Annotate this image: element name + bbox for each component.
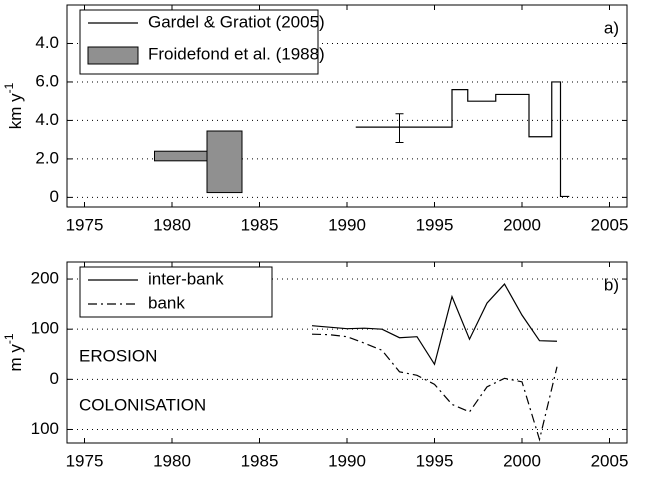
y-axis-title: m y-1	[2, 333, 25, 371]
legend-swatch	[87, 46, 139, 65]
x-tick-label: 2000	[503, 215, 541, 234]
region-label: COLONISATION	[79, 395, 206, 414]
region-label: EROSION	[79, 346, 157, 365]
x-tick-label: 1985	[241, 451, 279, 470]
y-axis-title-sup: -1	[2, 333, 16, 344]
axes-frame	[66, 261, 628, 444]
x-tick-label: 1990	[328, 451, 366, 470]
y-tick-label: 0	[50, 369, 59, 388]
axes-frame	[66, 4, 628, 208]
y-tick-label: 100	[31, 319, 59, 338]
panel-annotation: b)	[604, 275, 619, 294]
y-tick-label: 2.0	[35, 148, 59, 167]
x-tick-label: 2005	[591, 451, 629, 470]
y-axis-title: km y-1	[2, 82, 25, 129]
y-tick-label: 100	[31, 419, 59, 438]
x-tick-label: 1995	[416, 215, 454, 234]
y-axis-title-text: m y	[6, 344, 25, 372]
x-tick-label: 1995	[416, 451, 454, 470]
legend-label: inter-bank	[148, 269, 224, 288]
legend-box	[79, 266, 273, 318]
y-tick-label: 200	[31, 269, 59, 288]
y-tick-label: 0	[50, 187, 59, 206]
x-tick-label: 1975	[66, 451, 104, 470]
series-line	[355, 81, 570, 198]
y-tick-label: 4.0	[35, 33, 59, 52]
panel: 0 2.0 4.0 6.0 4.0 1975 1980 1985 1990 1995 2000 200…	[2, 4, 629, 234]
x-tick-label: 1980	[153, 215, 191, 234]
y-axis-title-sup: -1	[2, 82, 16, 93]
series-line	[311, 283, 558, 366]
legend-label: bank	[148, 293, 185, 312]
panel-annotation: a)	[604, 18, 619, 37]
legend-label: Froidefond et al. (1988)	[148, 44, 325, 63]
y-tick-label: 4.0	[35, 110, 59, 129]
y-tick-label: 6.0	[35, 71, 59, 90]
x-tick-label: 2000	[503, 451, 541, 470]
error-bar	[395, 113, 404, 144]
x-tick-label: 2005	[591, 215, 629, 234]
legend-label: Gardel & Gratiot (2005)	[148, 12, 325, 31]
x-tick-label: 1980	[153, 451, 191, 470]
x-tick-label: 1985	[241, 215, 279, 234]
series-line	[311, 333, 558, 442]
range-box	[154, 150, 208, 162]
legend-box	[79, 9, 319, 75]
y-axis-title-text: km y	[6, 93, 25, 129]
x-tick-label: 1975	[66, 215, 104, 234]
x-tick-label: 1990	[328, 215, 366, 234]
range-box	[206, 130, 243, 194]
panel: 100 0 100 200 1975 1980 1985 1990 1995 2000 2005 m …	[2, 261, 629, 470]
